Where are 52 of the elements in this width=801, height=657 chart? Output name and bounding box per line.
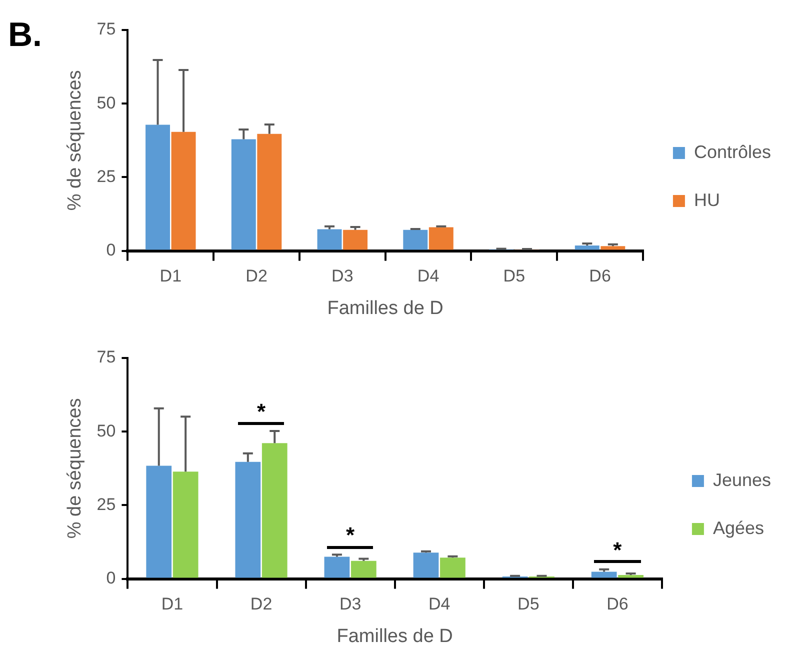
annotation: * [346,522,356,548]
x-tick-label: D1 [160,266,182,286]
bar [171,132,196,250]
y-tick-label: 75 [96,20,116,39]
x-tick-label: D1 [161,594,184,614]
y-tick-label: 0 [106,240,116,260]
x-axis-title: Familles de D [327,298,444,319]
x-tick-label: D4 [417,266,440,286]
y-tick-label: 50 [96,93,116,112]
bar [324,556,350,578]
bar [343,230,368,250]
x-tick-label: D3 [332,266,354,286]
x-tick-label: D2 [250,594,272,614]
bar [413,552,439,578]
x-tick-label: D5 [503,266,526,286]
bar [146,466,172,578]
bar [262,443,288,578]
y-tick-label: 75 [96,348,116,367]
bar [428,227,454,250]
bar [574,246,600,250]
y-axis-title: % de séquences [64,398,86,539]
bar [146,124,170,250]
bar [440,558,466,578]
bar [600,246,626,250]
bar [235,462,261,578]
bar [172,472,198,578]
x-tick-label: D5 [518,594,540,614]
bar [257,134,282,250]
annotation: * [613,537,622,562]
y-tick-label: 50 [96,421,116,440]
x-tick-label: D2 [246,266,268,286]
x-tick-label: D6 [606,594,628,614]
x-tick-label: D3 [339,594,362,614]
x-tick-label: D6 [589,266,611,286]
bar [403,230,428,250]
legend-label: HU [694,190,720,210]
legend-label: Agées [712,518,764,538]
y-tick-label: 25 [96,166,116,186]
bar [350,560,376,578]
bar [618,574,644,578]
legend-label: Jeunes [712,470,772,490]
legend-label: Contrôles [694,142,772,162]
bar [591,572,617,578]
annotation: * [256,399,266,424]
bar [317,229,342,250]
x-axis-title: Familles de D [336,626,453,647]
bar [231,139,256,250]
y-axis-title: % de séquences [64,70,86,211]
y-tick-label: 25 [96,494,116,514]
text: B. [8,16,42,54]
x-tick-label: D4 [428,594,450,614]
y-tick-label: 0 [106,568,116,588]
